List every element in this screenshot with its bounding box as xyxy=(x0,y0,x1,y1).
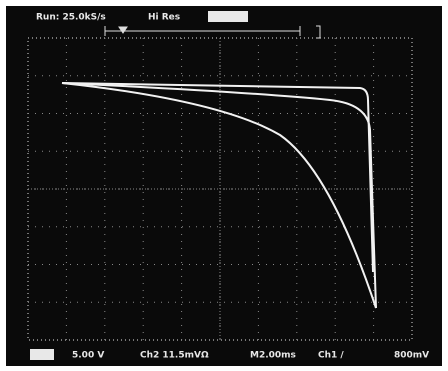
ch1-marker xyxy=(30,349,54,360)
run-status: Run: 25.0kS/s xyxy=(36,13,106,23)
page: {"header": {"status": "Run: 25.0kS/s", "… xyxy=(0,0,448,371)
scope-screen: Run: 25.0kS/s Hi Res 5.00 V Ch2 11.5mVΩ … xyxy=(0,0,448,371)
screen-background xyxy=(6,6,442,366)
acquire-mode: Hi Res xyxy=(148,13,180,23)
trigger-state-box xyxy=(208,11,248,22)
timebase: M2.00ms xyxy=(250,351,296,361)
trigger-source: Ch1 / xyxy=(318,351,344,361)
ch1-scale: 5.00 V xyxy=(72,351,104,361)
trigger-level: 800mV xyxy=(394,351,429,361)
ch2-scale: Ch2 11.5mVΩ xyxy=(140,351,209,361)
